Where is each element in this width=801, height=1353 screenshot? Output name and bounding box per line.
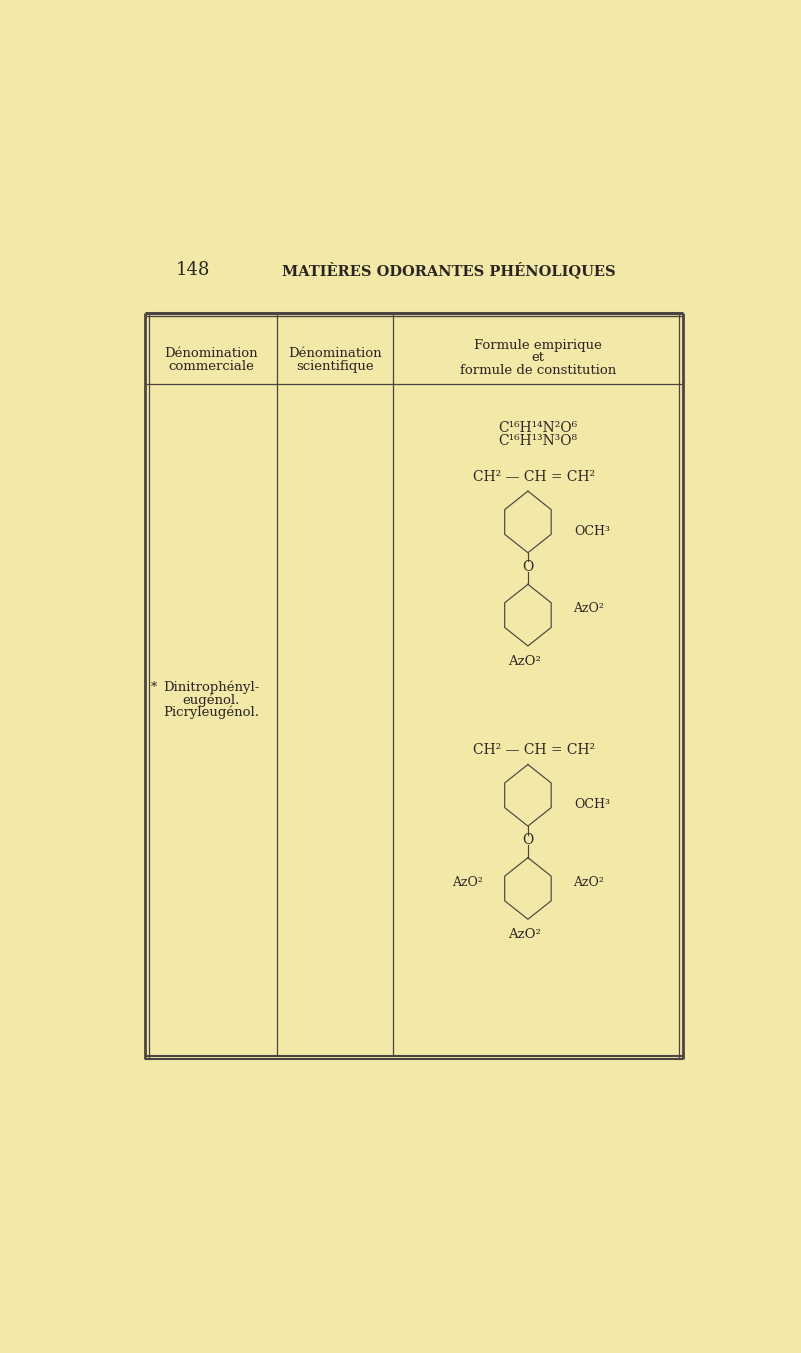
Text: Dinitrophényl-: Dinitrophényl-: [163, 681, 260, 694]
Text: O: O: [522, 560, 533, 574]
Text: AzO²: AzO²: [452, 875, 483, 889]
Text: MATIÈRES ODORANTES PHÉNOLIQUES: MATIÈRES ODORANTES PHÉNOLIQUES: [282, 261, 616, 279]
Text: Dénomination: Dénomination: [288, 346, 382, 360]
Text: 148: 148: [176, 261, 211, 279]
Text: et: et: [532, 352, 545, 364]
Text: AzO²: AzO²: [573, 602, 604, 616]
Text: eugénol.: eugénol.: [183, 693, 239, 706]
Text: CH² — CH = CH²: CH² — CH = CH²: [473, 743, 595, 756]
Text: Dénomination: Dénomination: [164, 346, 258, 360]
Text: Picryleugénol.: Picryleugénol.: [163, 705, 259, 718]
Text: C¹⁶H¹⁴N²O⁶: C¹⁶H¹⁴N²O⁶: [498, 421, 578, 436]
Text: CH² — CH = CH²: CH² — CH = CH²: [473, 469, 595, 483]
Text: AzO²: AzO²: [508, 928, 541, 942]
Text: OCH³: OCH³: [574, 525, 610, 537]
Text: AzO²: AzO²: [573, 875, 604, 889]
Text: formule de constitution: formule de constitution: [460, 364, 616, 376]
Text: Formule empirique: Formule empirique: [474, 340, 602, 352]
Text: commerciale: commerciale: [168, 360, 254, 373]
Text: C¹⁶H¹³N³O⁸: C¹⁶H¹³N³O⁸: [498, 434, 578, 448]
Text: OCH³: OCH³: [574, 798, 610, 810]
Text: AzO²: AzO²: [508, 655, 541, 668]
Text: O: O: [522, 833, 533, 847]
Text: scientifique: scientifique: [296, 360, 374, 373]
Text: *: *: [151, 681, 158, 694]
